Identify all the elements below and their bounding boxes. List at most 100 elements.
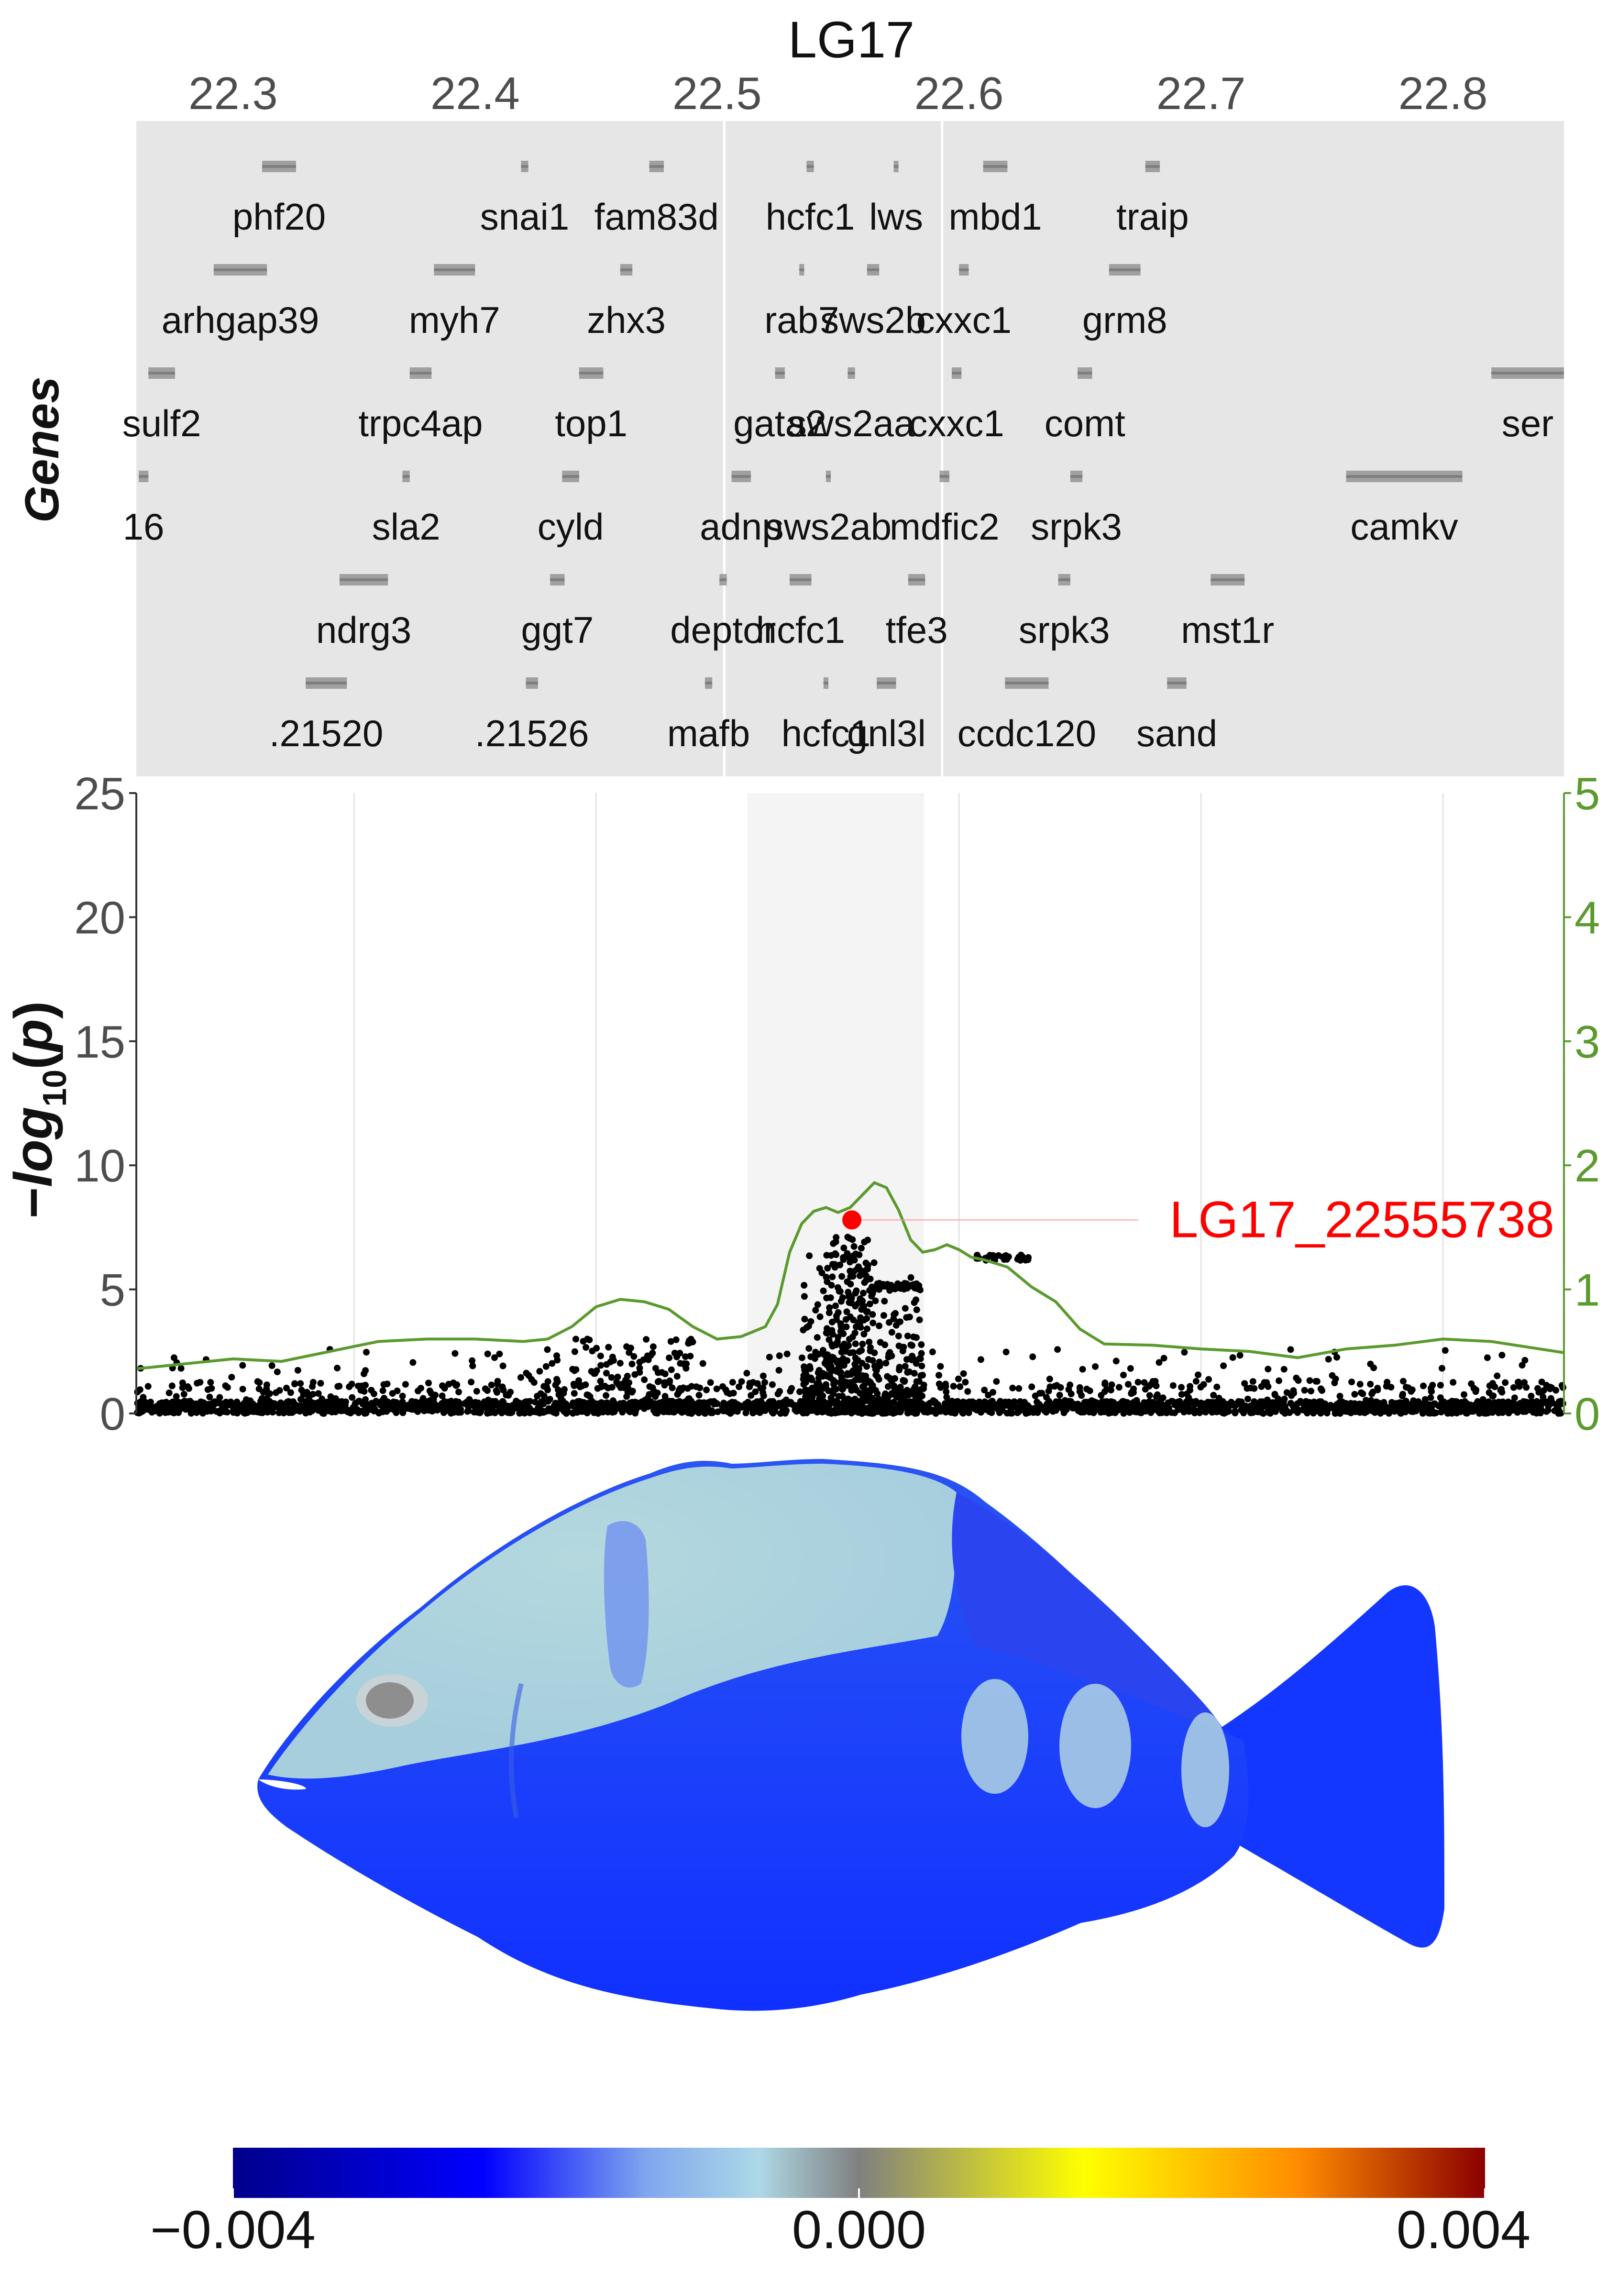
snp-point xyxy=(1090,1409,1097,1416)
snp-point xyxy=(827,1394,835,1402)
gene-exons xyxy=(823,677,828,689)
snp-point xyxy=(950,1383,957,1390)
snp-point xyxy=(645,1356,652,1363)
snp-point xyxy=(530,1408,538,1415)
snp-point xyxy=(913,1283,920,1291)
snp-point xyxy=(1533,1400,1540,1407)
y2-tick-label: 5 xyxy=(1574,768,1600,819)
snp-point xyxy=(425,1403,432,1410)
snp-point xyxy=(173,1408,180,1415)
snp-point xyxy=(1263,1379,1270,1386)
gene: ndrg3 xyxy=(316,574,411,651)
snp-point xyxy=(1367,1380,1374,1388)
snp-point xyxy=(418,1399,426,1406)
snp-point xyxy=(831,1261,838,1268)
snp-point xyxy=(1133,1397,1140,1404)
y2-tick-label: 2 xyxy=(1574,1140,1600,1192)
snp-point xyxy=(1192,1378,1200,1385)
snp-point xyxy=(1028,1383,1035,1391)
snp-point xyxy=(1294,1400,1301,1407)
gene-exons xyxy=(1058,574,1070,585)
snp-point xyxy=(628,1389,636,1396)
snp-point xyxy=(907,1274,914,1281)
snp-point xyxy=(1398,1407,1405,1414)
snp-point xyxy=(597,1352,604,1359)
snp-point xyxy=(530,1379,538,1386)
y-tick-label: 25 xyxy=(74,768,125,819)
snp-point xyxy=(194,1408,200,1415)
snp-point xyxy=(237,1404,244,1411)
gene-exons xyxy=(434,264,475,276)
snp-point xyxy=(283,1384,290,1391)
snp-point xyxy=(908,1356,915,1363)
snp-point xyxy=(736,1383,743,1391)
snp-point xyxy=(314,1402,321,1410)
snp-point xyxy=(603,1392,610,1399)
snp-point xyxy=(571,1390,578,1397)
gene: hcfc1 xyxy=(781,677,870,754)
snp-point xyxy=(907,1341,914,1348)
y-tick-label: 0 xyxy=(100,1389,125,1440)
gene-exons xyxy=(848,367,855,379)
fish-light-patch-3 xyxy=(1181,1712,1229,1827)
snp-point xyxy=(693,1406,700,1413)
snp-point xyxy=(788,1385,795,1392)
snp-point xyxy=(807,1353,815,1360)
snp-point xyxy=(147,1399,154,1406)
snp-point xyxy=(918,1362,925,1369)
snp-point xyxy=(616,1400,624,1407)
gene-exons xyxy=(719,574,727,585)
snp-point xyxy=(1202,1409,1209,1416)
gene: gata2 xyxy=(733,367,826,444)
snp-point xyxy=(840,1343,847,1350)
gene-label: comt xyxy=(1045,402,1125,444)
snp-point xyxy=(926,1400,934,1407)
gene-exons xyxy=(1078,367,1092,379)
snp-point xyxy=(989,1398,996,1405)
snp-point xyxy=(936,1372,942,1379)
snp-point xyxy=(937,1363,944,1370)
snp-point xyxy=(1276,1377,1282,1384)
snp-point xyxy=(1538,1379,1545,1386)
snp-point xyxy=(1032,1392,1039,1400)
snp-point xyxy=(1533,1410,1540,1417)
snp-point xyxy=(1232,1408,1239,1415)
gene: sla2 xyxy=(372,471,440,548)
snp-point xyxy=(223,1408,231,1415)
snp-point xyxy=(952,1398,959,1405)
snp-point xyxy=(781,1410,789,1417)
snp-point xyxy=(680,1384,687,1391)
snp-point xyxy=(1110,1399,1117,1406)
y-axis-ticks: 0 5 10 15 20 25 xyxy=(74,768,136,1440)
gene-exons xyxy=(620,264,633,276)
snp-point xyxy=(871,1407,878,1414)
snp-point xyxy=(420,1407,427,1414)
snp-point xyxy=(824,1265,831,1272)
snp-point xyxy=(652,1402,660,1410)
snp-point xyxy=(1448,1407,1454,1414)
snp-point xyxy=(743,1369,750,1377)
snp-point xyxy=(661,1370,669,1378)
snp-point xyxy=(1450,1379,1457,1386)
snp-point xyxy=(802,1386,809,1393)
snp-point xyxy=(864,1266,871,1273)
gene-exons xyxy=(790,574,812,585)
snp-point xyxy=(849,1236,856,1243)
snp-point xyxy=(682,1353,689,1360)
snp-point xyxy=(713,1385,720,1392)
snp-point xyxy=(707,1398,715,1405)
snp-point xyxy=(641,1376,648,1383)
snp-point xyxy=(1123,1402,1130,1409)
gene-exons xyxy=(908,574,925,585)
snp-point xyxy=(1470,1404,1477,1411)
snp-point xyxy=(591,1370,598,1377)
snp-point xyxy=(393,1401,400,1408)
snp-point xyxy=(1494,1372,1501,1380)
gene-label: myh7 xyxy=(409,299,500,341)
snp-point xyxy=(1502,1379,1509,1386)
snp-point xyxy=(455,1399,462,1406)
snp-point xyxy=(555,1391,562,1398)
snp-point xyxy=(350,1404,357,1411)
snp-point xyxy=(301,1390,308,1397)
snp-point xyxy=(1160,1355,1167,1362)
